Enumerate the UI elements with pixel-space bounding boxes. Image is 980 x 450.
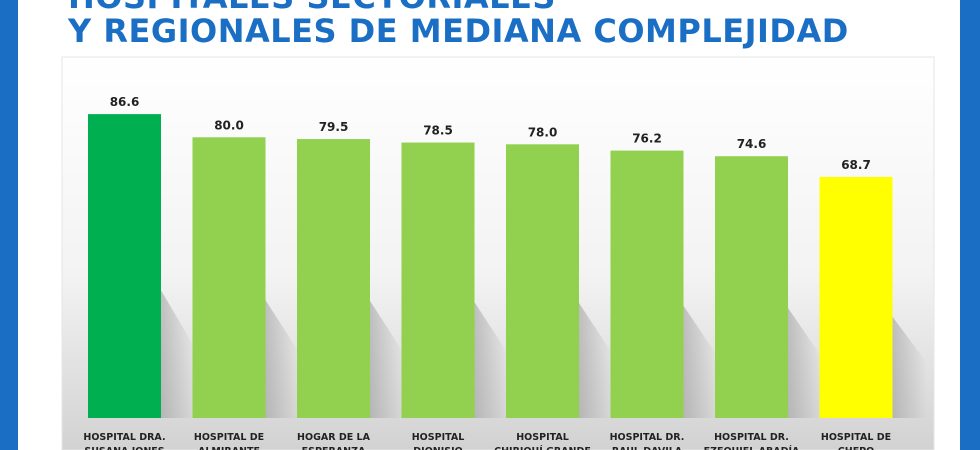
category-label: HOGAR DE LA	[297, 432, 371, 443]
category-label: RAUL DAVILA	[612, 446, 683, 450]
bar-shadow	[161, 290, 195, 418]
category-label: HOSPITAL DRA.	[83, 432, 165, 443]
bar-value-label: 74.6	[737, 137, 767, 151]
bar-shadow	[579, 303, 613, 418]
bar-value-label: 76.2	[632, 132, 662, 146]
bar-value-label: 80.0	[214, 118, 244, 132]
category-label: HOSPITAL DE	[821, 432, 891, 443]
category-label: CHIRIQUÍ GRANDE	[494, 445, 591, 450]
bar-shadow	[370, 300, 404, 418]
category-label: HOSPITAL DR.	[610, 432, 685, 443]
category-label: CHEPO	[838, 446, 874, 450]
bar	[297, 139, 370, 419]
chart-panel: HOSPITALES SECTORIALES Y REGIONALES DE M…	[18, 0, 960, 450]
category-label: EZEQUIEL ABADÍA	[704, 445, 800, 450]
bar-value-label: 78.5	[423, 124, 453, 138]
bar	[610, 150, 684, 418]
bar	[715, 156, 788, 418]
bar-value-label: 78.0	[528, 125, 558, 139]
category-label: HOSPITAL	[516, 432, 569, 443]
bar-shadow	[474, 302, 509, 418]
chart-title-line-1: HOSPITALES SECTORIALES	[68, 0, 556, 16]
category-label: DIONISIO	[413, 446, 462, 450]
bar-chart: 86.6 HOSPITAL DRA. SUSANA JONES 80.0 HOSPITA…	[61, 56, 935, 450]
category-label: HOSPITAL DE	[194, 432, 264, 443]
bar	[88, 114, 161, 418]
bar-value-label: 79.5	[319, 120, 349, 134]
bar	[401, 142, 475, 418]
bar-value-label: 86.6	[110, 95, 140, 109]
bar-shadow	[683, 305, 718, 418]
chart-title-line-2: Y REGIONALES DE MEDIANA COMPLEJIDAD	[68, 12, 849, 50]
bar-shadow	[788, 308, 822, 418]
bar-value-label: 68.7	[841, 158, 871, 172]
category-label: HOSPITAL	[412, 432, 465, 443]
bar-shadow	[265, 300, 300, 418]
bar	[819, 176, 893, 418]
category-label: ALMIRANTE	[198, 446, 260, 450]
category-label: HOSPITAL DR.	[714, 432, 789, 443]
bar	[192, 137, 266, 418]
bar	[506, 144, 579, 418]
category-label: ESPERANZA	[302, 446, 366, 450]
bar-shadow	[892, 316, 927, 418]
category-label: SUSANA JONES	[84, 446, 164, 450]
